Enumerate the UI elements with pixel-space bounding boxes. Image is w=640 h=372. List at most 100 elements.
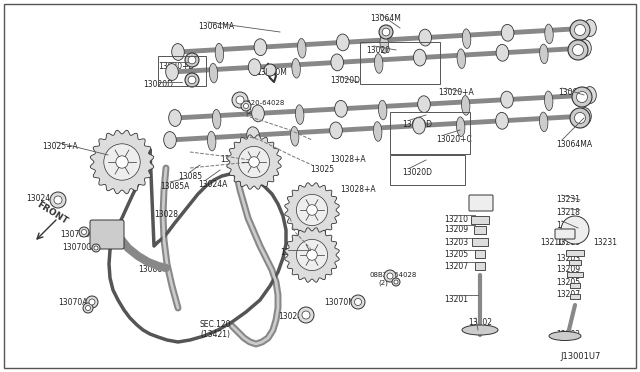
Circle shape	[83, 303, 93, 313]
Circle shape	[185, 53, 199, 67]
Text: 13207: 13207	[444, 262, 468, 271]
Text: 13205: 13205	[444, 250, 468, 259]
Text: 13070M: 13070M	[256, 68, 287, 77]
Ellipse shape	[545, 24, 553, 44]
Circle shape	[79, 227, 89, 237]
Circle shape	[81, 230, 86, 234]
Text: 13020D: 13020D	[402, 168, 432, 177]
Bar	[158, 56, 206, 86]
Text: 13025+A: 13025+A	[280, 248, 316, 257]
Text: 13028: 13028	[154, 210, 178, 219]
Circle shape	[94, 246, 98, 250]
Ellipse shape	[500, 91, 513, 108]
Ellipse shape	[413, 117, 426, 134]
Circle shape	[243, 103, 248, 109]
Ellipse shape	[540, 112, 548, 132]
Ellipse shape	[496, 112, 508, 129]
Text: 13020D: 13020D	[402, 120, 432, 129]
Bar	[471, 216, 489, 224]
Circle shape	[50, 192, 66, 208]
Text: 13202: 13202	[468, 318, 492, 327]
Ellipse shape	[579, 39, 591, 57]
Text: 13203: 13203	[444, 238, 468, 247]
Circle shape	[54, 196, 62, 204]
Text: 13210: 13210	[556, 221, 580, 230]
Ellipse shape	[331, 54, 344, 71]
Text: 13202: 13202	[556, 330, 580, 339]
Text: 13024A: 13024A	[298, 200, 328, 209]
Text: 13020+B: 13020+B	[158, 62, 194, 71]
Text: 13028+A: 13028+A	[340, 185, 376, 194]
Circle shape	[86, 296, 98, 308]
Text: 08B20-64028: 08B20-64028	[370, 272, 417, 278]
Circle shape	[573, 45, 584, 55]
Circle shape	[264, 64, 276, 76]
Text: 13209: 13209	[444, 225, 468, 234]
Text: 13064M: 13064M	[370, 14, 401, 23]
Text: FRONT: FRONT	[35, 200, 69, 226]
Text: 13020D: 13020D	[330, 76, 360, 85]
Circle shape	[302, 311, 310, 319]
Ellipse shape	[298, 39, 306, 58]
Text: 13070D: 13070D	[60, 230, 90, 239]
Circle shape	[384, 270, 396, 282]
Ellipse shape	[292, 58, 300, 78]
Text: 13064M: 13064M	[558, 88, 589, 97]
Text: 13218: 13218	[556, 208, 580, 217]
Circle shape	[298, 307, 314, 323]
Ellipse shape	[374, 122, 382, 141]
Ellipse shape	[540, 44, 548, 64]
Ellipse shape	[335, 100, 348, 117]
Polygon shape	[90, 130, 154, 194]
Circle shape	[392, 278, 400, 286]
Circle shape	[379, 25, 393, 39]
Circle shape	[188, 76, 196, 84]
Bar	[570, 294, 580, 299]
Bar	[390, 112, 470, 154]
Circle shape	[394, 280, 398, 284]
Circle shape	[307, 250, 317, 260]
Ellipse shape	[584, 20, 596, 36]
Bar	[390, 155, 465, 185]
Ellipse shape	[378, 100, 387, 120]
Ellipse shape	[252, 105, 264, 122]
Text: 13064MA: 13064MA	[556, 140, 592, 149]
Text: 13231: 13231	[556, 195, 580, 204]
Text: 13085: 13085	[178, 172, 202, 181]
Ellipse shape	[169, 110, 181, 126]
Circle shape	[577, 92, 588, 103]
Polygon shape	[285, 183, 339, 237]
Bar	[569, 260, 581, 265]
Text: (13421): (13421)	[200, 330, 230, 339]
Ellipse shape	[207, 131, 216, 151]
Ellipse shape	[418, 96, 430, 113]
Text: 13024A: 13024A	[198, 180, 227, 189]
Ellipse shape	[254, 39, 267, 55]
Circle shape	[570, 20, 590, 40]
Ellipse shape	[461, 96, 470, 115]
Circle shape	[575, 25, 586, 35]
Bar	[567, 272, 583, 277]
Circle shape	[89, 299, 95, 305]
Circle shape	[86, 305, 90, 311]
FancyBboxPatch shape	[469, 195, 493, 211]
Text: 13020+C: 13020+C	[436, 135, 472, 144]
Circle shape	[185, 73, 199, 87]
Circle shape	[296, 240, 328, 270]
Ellipse shape	[413, 49, 426, 66]
Bar	[566, 250, 584, 256]
Ellipse shape	[496, 44, 509, 61]
Bar	[475, 262, 485, 270]
FancyBboxPatch shape	[555, 229, 575, 239]
Ellipse shape	[337, 34, 349, 51]
Text: 13205: 13205	[556, 278, 580, 287]
Ellipse shape	[549, 331, 581, 340]
Ellipse shape	[462, 325, 498, 335]
Circle shape	[232, 92, 248, 108]
Ellipse shape	[172, 44, 184, 60]
Text: (2): (2)	[245, 108, 255, 115]
Ellipse shape	[291, 126, 299, 146]
Text: 13028+A: 13028+A	[330, 155, 365, 164]
Text: 08B20-64028: 08B20-64028	[238, 100, 285, 106]
Ellipse shape	[215, 43, 223, 63]
